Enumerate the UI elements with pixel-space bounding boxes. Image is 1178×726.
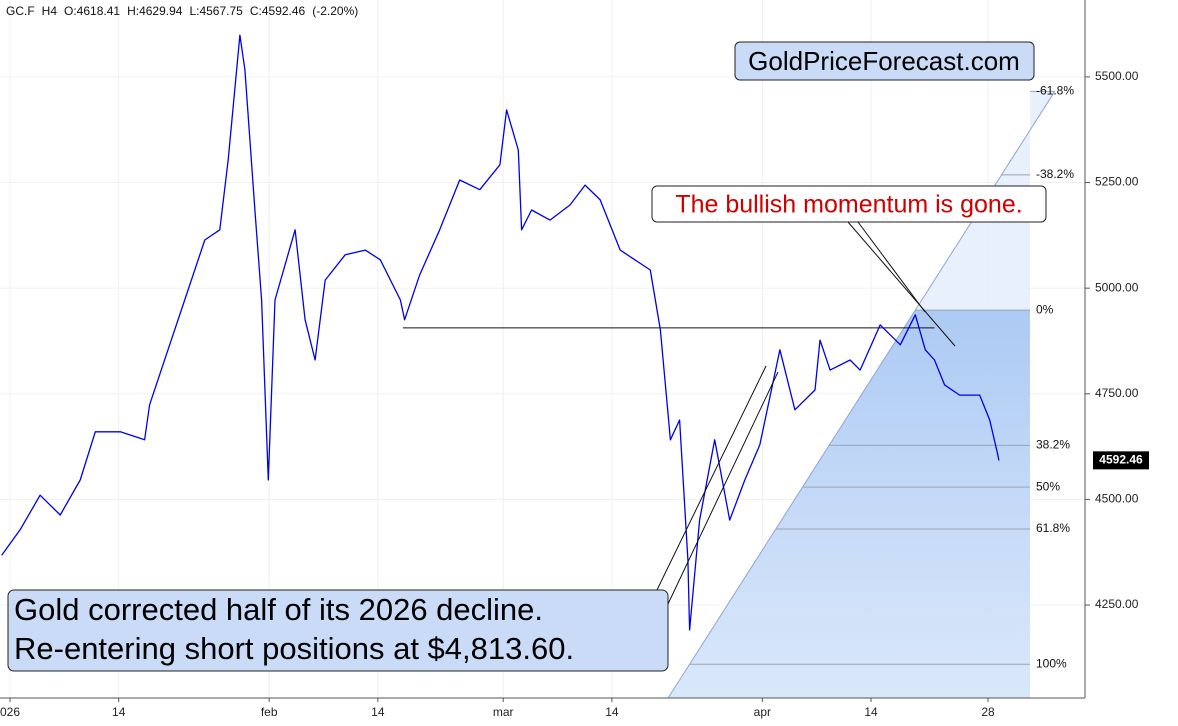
x-tick-label: 14 [605, 705, 619, 719]
x-tick-label: 026 [0, 705, 20, 719]
header-item: L:4567.75 [189, 4, 243, 18]
y-tick-label: 4500.00 [1095, 492, 1139, 506]
symbol-header: GC.F H4 O:4618.41 H:4629.94 L:4567.75 C:4592.… [6, 4, 365, 18]
fib-level-label: 61.8% [1036, 521, 1070, 535]
fib-level-label: 100% [1036, 656, 1067, 670]
x-tick-label: 14 [864, 705, 878, 719]
y-tick-label: 4750.00 [1095, 386, 1139, 400]
x-tick-label: 14 [371, 705, 385, 719]
x-tick-label: feb [261, 705, 278, 719]
header-item: C:4592.46 [249, 4, 306, 18]
fib-zone [668, 310, 1030, 698]
header-item: (-2.20%) [312, 4, 359, 18]
note-line: Re-entering short positions at $4,813.60… [14, 631, 574, 666]
fib-level-label: 50% [1036, 479, 1060, 493]
fib-level-label: -61.8% [1036, 83, 1074, 97]
background-layer [0, 0, 1085, 699]
warning-text: The bullish momentum is gone. [675, 191, 1022, 219]
callout-line [857, 221, 926, 313]
header-item: O:4618.41 [64, 4, 121, 18]
callout-line [667, 371, 779, 605]
x-tick-label: mar [493, 705, 514, 719]
fib-level-label: 0% [1036, 302, 1054, 316]
header-item: GC.F [6, 4, 35, 18]
callout-line [655, 365, 767, 593]
warning-box [651, 185, 1047, 223]
last-price-tag [1093, 451, 1149, 470]
y-tick-label: 4250.00 [1095, 597, 1139, 611]
y-tick-label: 5250.00 [1095, 175, 1139, 189]
header-item: H:4629.94 [127, 4, 183, 18]
fib-level-label: -38.2% [1036, 167, 1074, 181]
header-item: H4 [41, 4, 58, 18]
x-tick-label: 28 [981, 705, 995, 719]
note-line: Gold corrected half of its 2026 decline. [14, 592, 543, 627]
y-tick-label: 5500.00 [1095, 69, 1139, 83]
fib-level-label: 38.2% [1036, 438, 1070, 452]
foreground-layer: 026 14 feb 14 mar 14 apr 14 28 4250.00 4500.00 4750… [0, 0, 1149, 719]
price-line [1, 34, 1000, 631]
last-price-label: 4592.46 [1099, 453, 1143, 467]
x-tick-label: apr [754, 705, 771, 719]
x-tick-label: 14 [112, 705, 126, 719]
brand-text: GoldPriceForecast.com [748, 46, 1020, 76]
y-tick-label: 5000.00 [1095, 280, 1139, 294]
note-box [7, 589, 669, 672]
brand-box [734, 41, 1035, 81]
callout-line [847, 221, 956, 347]
